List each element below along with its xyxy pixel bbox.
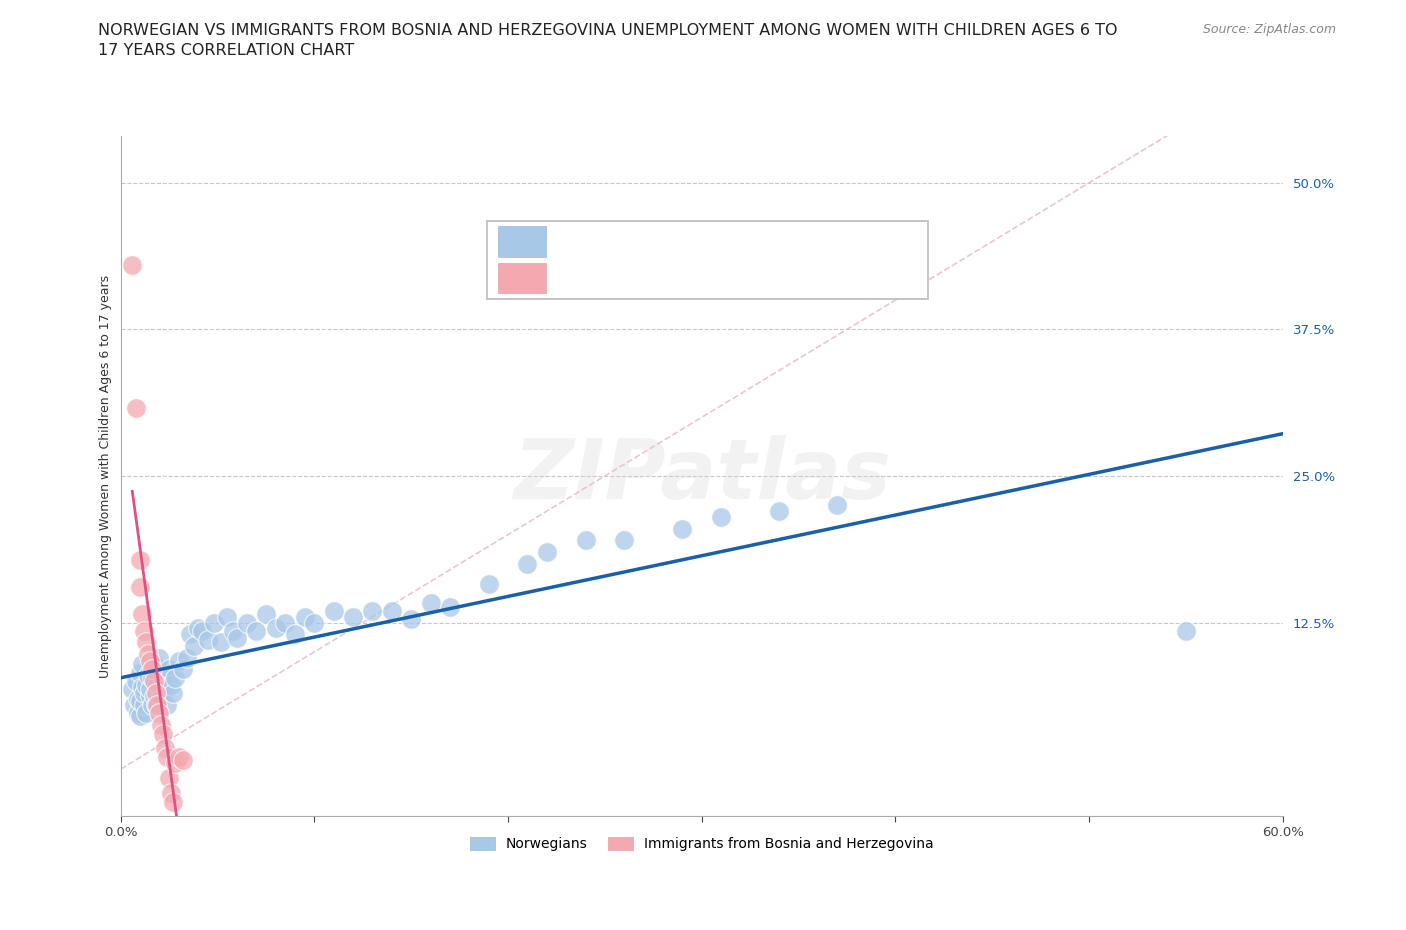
Point [148,650,170,665]
Point [121,258,143,272]
Point [162,794,184,809]
Point [439,600,461,615]
Point [157,771,180,786]
Point [245,623,267,638]
Point [131,657,153,671]
Point [176,650,198,665]
Point [146,677,169,692]
Text: ZIPatlas: ZIPatlas [513,435,890,516]
Point [183,639,205,654]
Point [264,621,287,636]
Point [322,604,344,618]
Point [139,654,162,669]
Point [827,498,849,512]
Point [235,615,257,630]
Point [156,698,179,712]
Point [129,666,152,681]
Point [167,750,190,764]
Point [122,698,145,712]
Point [132,698,155,712]
Point [217,609,239,624]
Point [141,671,163,685]
Point [399,612,422,627]
Point [160,785,183,800]
Point [152,671,174,685]
Point [160,677,183,692]
Point [187,621,209,636]
Point [132,623,155,638]
Point [125,401,148,416]
Point [135,677,157,692]
Point [381,604,404,618]
Point [671,522,693,537]
Point [125,673,148,688]
Point [157,662,180,677]
Point [127,691,149,706]
Point [191,623,214,638]
Point [163,756,186,771]
Point [342,609,364,624]
Point [121,682,143,697]
Point [142,689,165,704]
Point [274,615,297,630]
Point [516,556,538,571]
Point [145,698,167,712]
Point [129,580,152,595]
Point [129,709,152,724]
Point [129,694,152,709]
Point [139,689,162,704]
Point [768,504,790,519]
Point [127,705,149,720]
Point [146,698,169,712]
Point [294,609,316,624]
Point [142,657,165,671]
Point [132,685,155,700]
Point [141,698,163,712]
Point [478,577,501,591]
Point [172,752,194,767]
Point [150,689,173,704]
Point [172,662,194,677]
Point [150,717,173,732]
Point [361,604,384,618]
Text: Source: ZipAtlas.com: Source: ZipAtlas.com [1202,23,1336,36]
Point [148,705,170,720]
Point [136,646,159,661]
Point [197,632,219,647]
Point [145,685,167,700]
Point [304,615,326,630]
Legend: Norwegians, Immigrants from Bosnia and Herzegovina: Norwegians, Immigrants from Bosnia and H… [464,831,939,857]
Point [141,662,163,677]
Text: NORWEGIAN VS IMMIGRANTS FROM BOSNIA AND HERZEGOVINA UNEMPLOYMENT AMONG WOMEN WIT: NORWEGIAN VS IMMIGRANTS FROM BOSNIA AND … [98,23,1118,58]
Point [131,680,153,695]
Point [162,685,184,700]
Point [167,654,190,669]
Point [129,553,152,568]
Point [152,726,174,741]
Point [574,533,596,548]
Point [222,623,245,638]
Point [202,615,225,630]
Point [142,673,165,688]
Point [131,607,153,622]
Point [284,627,307,642]
Point [225,631,247,645]
Point [163,671,186,685]
Point [155,682,177,697]
Point [209,635,232,650]
Point [419,595,441,610]
Point [156,750,179,764]
Point [536,545,558,560]
Point [254,607,277,622]
Point [155,740,177,755]
Point [136,668,159,683]
Point [710,510,733,525]
Y-axis label: Unemployment Among Women with Children Ages 6 to 17 years: Unemployment Among Women with Children A… [100,274,112,678]
Point [135,705,157,720]
Point [1174,623,1197,638]
Point [139,682,162,697]
Point [613,533,636,548]
Point [135,635,157,650]
Point [179,627,201,642]
